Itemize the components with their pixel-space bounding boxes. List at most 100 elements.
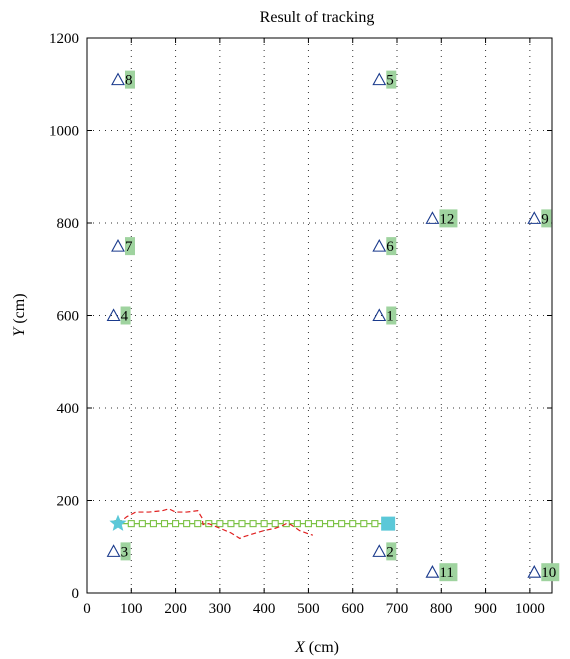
- anchor-5: 5: [372, 70, 397, 89]
- anchor-label-bg: [541, 563, 560, 582]
- start-marker: [109, 514, 127, 531]
- anchor-2: 2: [372, 542, 397, 561]
- true-path-point: [138, 520, 146, 528]
- anchor-label: 1: [386, 309, 394, 325]
- anchor-label: 6: [386, 239, 394, 255]
- y-tick-label: 600: [57, 309, 80, 325]
- true-path-point: [260, 520, 268, 528]
- true-path-point: [160, 520, 169, 528]
- x-tick-label: 900: [474, 601, 497, 617]
- anchor-label: 3: [121, 544, 129, 560]
- y-tick-label: 1000: [49, 124, 79, 140]
- x-tick-label: 800: [430, 601, 453, 617]
- x-tick-label: 300: [209, 601, 232, 617]
- true-path-point: [127, 520, 135, 528]
- anchor-marker: [111, 238, 125, 252]
- true-path-point: [315, 520, 324, 528]
- true-path-point: [271, 520, 279, 528]
- anchor-label: 8: [125, 73, 133, 89]
- anchor-marker: [111, 72, 125, 86]
- anchor-label-bg: [125, 237, 135, 256]
- anchor-marker: [372, 544, 387, 557]
- anchor-3: 3: [106, 542, 131, 561]
- end-marker: [381, 516, 396, 531]
- true-path-point: [371, 520, 379, 528]
- anchor-label-bg: [386, 542, 397, 561]
- anchor-label: 9: [541, 211, 549, 227]
- x-axis-label-var: X: [294, 639, 306, 656]
- y-tick-label: 200: [57, 494, 80, 510]
- anchor-label-bg: [439, 563, 458, 582]
- anchor-label-bg: [386, 306, 397, 325]
- anchor-6: 6: [372, 237, 397, 256]
- true-path-point: [238, 520, 246, 528]
- anchor-label: 12: [439, 211, 454, 227]
- anchor-1: 1: [372, 306, 397, 325]
- axis-ticks: 0 100 200 300 400 500 600 700 800 900 1000 0 200 400 6…: [49, 31, 552, 617]
- true-path-point: [293, 520, 301, 528]
- x-tick-label: 100: [120, 601, 143, 617]
- anchor-9: 9: [527, 209, 552, 228]
- true-path-point: [183, 520, 191, 528]
- x-tick-label: 200: [164, 601, 187, 617]
- true-path-point: [249, 520, 257, 528]
- estimated-path: [117, 508, 314, 540]
- anchor-label: 7: [125, 239, 133, 255]
- y-tick-label: 1200: [49, 31, 79, 47]
- x-tick-label: 400: [253, 601, 276, 617]
- anchor-marker: [372, 72, 387, 86]
- true-path-point: [327, 520, 335, 528]
- anchor-8: 8: [111, 70, 135, 89]
- true-path-point: [149, 520, 157, 528]
- x-tick-label: 700: [386, 601, 409, 617]
- y-tick-label: 400: [57, 401, 80, 417]
- x-axis-label: X (cm): [294, 639, 339, 656]
- true-path-point: [360, 520, 368, 528]
- x-tick-label: 600: [341, 601, 364, 617]
- anchor-label: 10: [541, 565, 556, 581]
- anchor-marker: [106, 308, 121, 322]
- y-axis-label-var: Y: [11, 326, 28, 337]
- true-path-point: [349, 520, 357, 528]
- anchor-11: 11: [425, 563, 458, 582]
- start-end-markers: [109, 514, 396, 531]
- anchor-7: 7: [111, 237, 135, 256]
- true-path-point: [227, 520, 235, 528]
- x-tick-label: 0: [83, 601, 91, 617]
- anchor-marker: [425, 211, 440, 224]
- anchor-label-bg: [439, 209, 458, 228]
- anchor-marker: [425, 565, 440, 578]
- anchor-label-bg: [125, 70, 135, 89]
- grid-lines: [87, 38, 552, 593]
- x-axis-label-unit: (cm): [305, 639, 339, 656]
- anchor-marker: [106, 544, 121, 557]
- x-tick-label: 1000: [515, 601, 545, 617]
- anchor-label-bg: [386, 70, 397, 89]
- anchor-4: 4: [106, 306, 131, 325]
- true-path-point: [172, 520, 180, 528]
- anchor-marker: [527, 211, 542, 224]
- anchor-12: 12: [425, 209, 458, 228]
- chart-title: Result of tracking: [260, 9, 375, 26]
- true-path: [114, 520, 390, 528]
- plot-frame: [86, 37, 553, 594]
- anchor-label-bg: [541, 209, 552, 228]
- anchor-10: 10: [527, 563, 560, 582]
- anchor-marker: [527, 565, 542, 578]
- true-path-point: [216, 520, 224, 528]
- x-tick-label: 500: [297, 601, 320, 617]
- y-tick-label: 0: [72, 586, 80, 602]
- true-path-point: [194, 520, 202, 528]
- anchor-label: 2: [386, 544, 394, 560]
- anchor-label-bg: [386, 237, 397, 256]
- anchor-label: 4: [121, 309, 129, 325]
- anchor-marker: [372, 308, 387, 322]
- y-tick-label: 800: [57, 216, 80, 232]
- anchor-label-bg: [120, 306, 131, 325]
- true-path-point: [338, 520, 346, 528]
- true-path-point: [304, 520, 312, 528]
- y-axis-label-unit: (cm): [11, 293, 28, 327]
